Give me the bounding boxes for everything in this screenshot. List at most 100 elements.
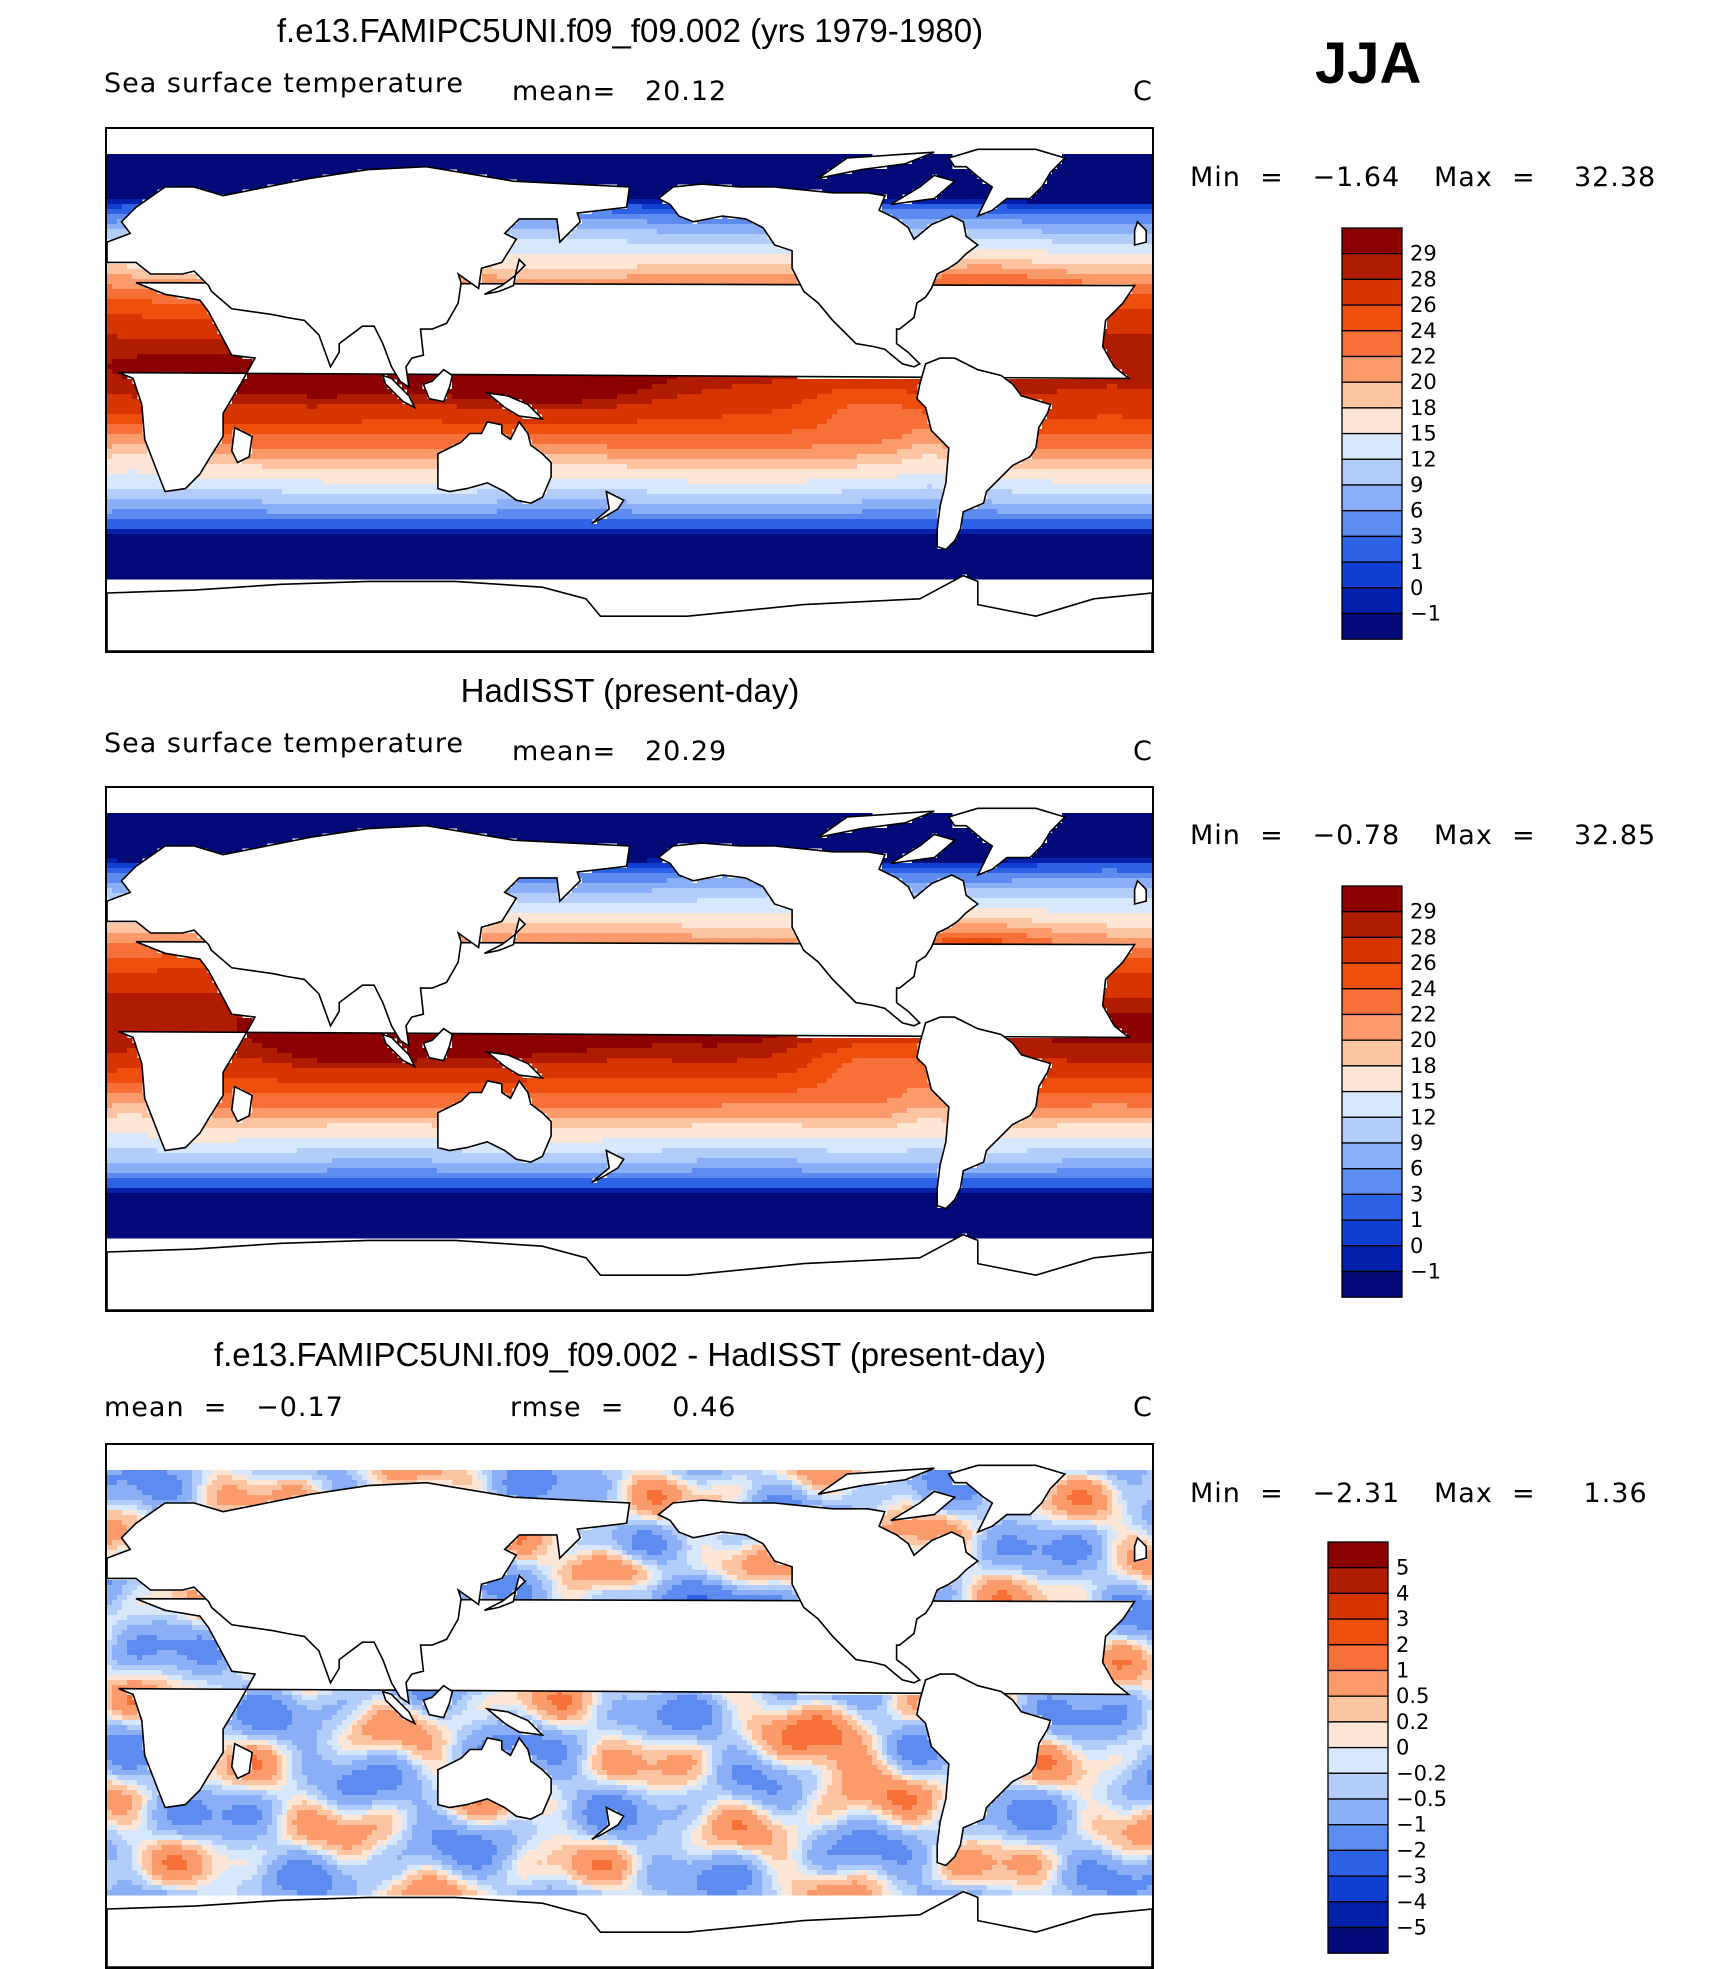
- coastline: [381, 374, 417, 410]
- colorbar-swatch: [1341, 1219, 1403, 1247]
- colorbar-label: 6: [1410, 499, 1423, 523]
- colorbar-label: −0.5: [1396, 1787, 1447, 1811]
- coastline: [947, 1464, 1067, 1534]
- coastline: [484, 916, 527, 955]
- map-plot: [105, 127, 1154, 653]
- colorbar-label: 12: [1410, 447, 1437, 471]
- coastline: [817, 151, 935, 180]
- colorbar-swatch: [1341, 330, 1403, 358]
- colorbar-label: 22: [1410, 1003, 1437, 1027]
- colorbar-swatch: [1327, 1541, 1389, 1569]
- coastline: [890, 1490, 957, 1522]
- colorbar-label: 0: [1410, 576, 1423, 600]
- max-label: Max = 1.36: [1434, 1478, 1648, 1509]
- coastline: [107, 574, 1152, 651]
- coastline: [591, 1806, 625, 1841]
- colorbar-label: 20: [1410, 1028, 1437, 1052]
- colorbar-swatch: [1341, 988, 1403, 1016]
- colorbar-swatch: [1341, 407, 1403, 435]
- colorbar-label: −2: [1396, 1838, 1427, 1862]
- ocean-field: [107, 1470, 1152, 1896]
- coastline: [591, 1149, 625, 1184]
- colorbar-label: 28: [1410, 925, 1437, 949]
- panel-title: f.e13.FAMIPC5UNI.f09_f09.002 (yrs 1979-1…: [0, 12, 1260, 50]
- coastline: [947, 807, 1067, 877]
- coastline: [230, 1742, 253, 1780]
- max-label: Max = 32.85: [1434, 820, 1656, 851]
- colorbar-label: −1: [1410, 602, 1441, 626]
- colorbar-swatch: [1341, 304, 1403, 332]
- colorbar-swatch: [1341, 535, 1403, 563]
- coastline: [107, 1233, 1152, 1310]
- colorbar-label: 15: [1410, 1080, 1437, 1104]
- coastline: [657, 842, 980, 1027]
- colorbar-label: 26: [1410, 951, 1437, 975]
- min-label: Min = −0.78: [1190, 820, 1400, 851]
- coastline: [916, 357, 1052, 551]
- colorbar-swatch: [1341, 911, 1403, 939]
- coastline: [484, 1573, 527, 1612]
- coastline: [890, 174, 957, 206]
- colorbar-swatch: [1341, 936, 1403, 964]
- colorbar-label: −1: [1396, 1813, 1427, 1837]
- mean-label: mean= 20.29: [512, 736, 727, 767]
- colorbar-swatch: [1341, 1142, 1403, 1170]
- colorbar-label: 12: [1410, 1105, 1437, 1129]
- variable-label: Sea surface temperature: [104, 728, 464, 759]
- colorbar-swatch: [1327, 1721, 1389, 1749]
- colorbar-swatch: [1341, 484, 1403, 512]
- coastline: [484, 257, 527, 296]
- colorbar-swatch: [1341, 227, 1403, 255]
- coastline: [657, 183, 980, 368]
- coastline: [107, 1890, 1152, 1967]
- colorbar-swatch: [1327, 1669, 1389, 1697]
- colorbar-swatch: [1341, 510, 1403, 538]
- colorbar-swatch: [1341, 1270, 1403, 1298]
- ocean-field: [107, 154, 1152, 580]
- colorbar-swatch: [1341, 278, 1403, 306]
- mean-label: mean= 20.12: [512, 76, 727, 107]
- coastline: [230, 1085, 253, 1123]
- colorbar-swatch: [1327, 1746, 1389, 1774]
- colorbar-swatch: [1327, 1875, 1389, 1903]
- coastline: [890, 833, 957, 865]
- colorbar-label: 26: [1410, 293, 1437, 317]
- colorbar-label: 15: [1410, 422, 1437, 446]
- coastline: [437, 1736, 552, 1820]
- coastline: [1133, 220, 1147, 247]
- colorbar-label: 0.5: [1396, 1684, 1429, 1708]
- coastline: [107, 1481, 631, 1705]
- colorbar-swatch: [1341, 1065, 1403, 1093]
- colorbar-swatch: [1341, 587, 1403, 615]
- coastline: [484, 1050, 545, 1080]
- colorbar-label: 29: [1410, 242, 1437, 266]
- colorbar-swatch: [1341, 253, 1403, 281]
- coastline: [916, 1016, 1052, 1210]
- colorbar-swatch: [1327, 1567, 1389, 1595]
- colorbar-label: 9: [1410, 1131, 1423, 1155]
- colorbar-swatch: [1327, 1901, 1389, 1929]
- colorbar-label: −4: [1396, 1890, 1427, 1914]
- colorbar-label: 1: [1396, 1659, 1409, 1683]
- coastline: [591, 490, 625, 525]
- colorbar-label: 1: [1410, 1208, 1423, 1232]
- colorbar-swatch: [1327, 1772, 1389, 1800]
- colorbar-swatch: [1327, 1926, 1389, 1954]
- colorbar-label: 5: [1396, 1556, 1409, 1580]
- colorbar-swatch: [1341, 1039, 1403, 1067]
- colorbar-label: 1: [1410, 550, 1423, 574]
- min-label: Min = −2.31: [1190, 1478, 1400, 1509]
- colorbar-label: −0.2: [1396, 1761, 1447, 1785]
- colorbar-label: 6: [1410, 1157, 1423, 1181]
- colorbar-label: 9: [1410, 473, 1423, 497]
- coastline: [1133, 1536, 1147, 1563]
- colorbar-label: 28: [1410, 267, 1437, 291]
- coastline: [817, 810, 935, 839]
- map-plot: [105, 1443, 1154, 1969]
- ocean-field: [107, 813, 1152, 1239]
- colorbar-swatch: [1341, 381, 1403, 409]
- colorbar-swatch: [1341, 612, 1403, 640]
- colorbar-swatch: [1327, 1798, 1389, 1826]
- colorbar-swatch: [1341, 355, 1403, 383]
- coastline: [107, 824, 631, 1048]
